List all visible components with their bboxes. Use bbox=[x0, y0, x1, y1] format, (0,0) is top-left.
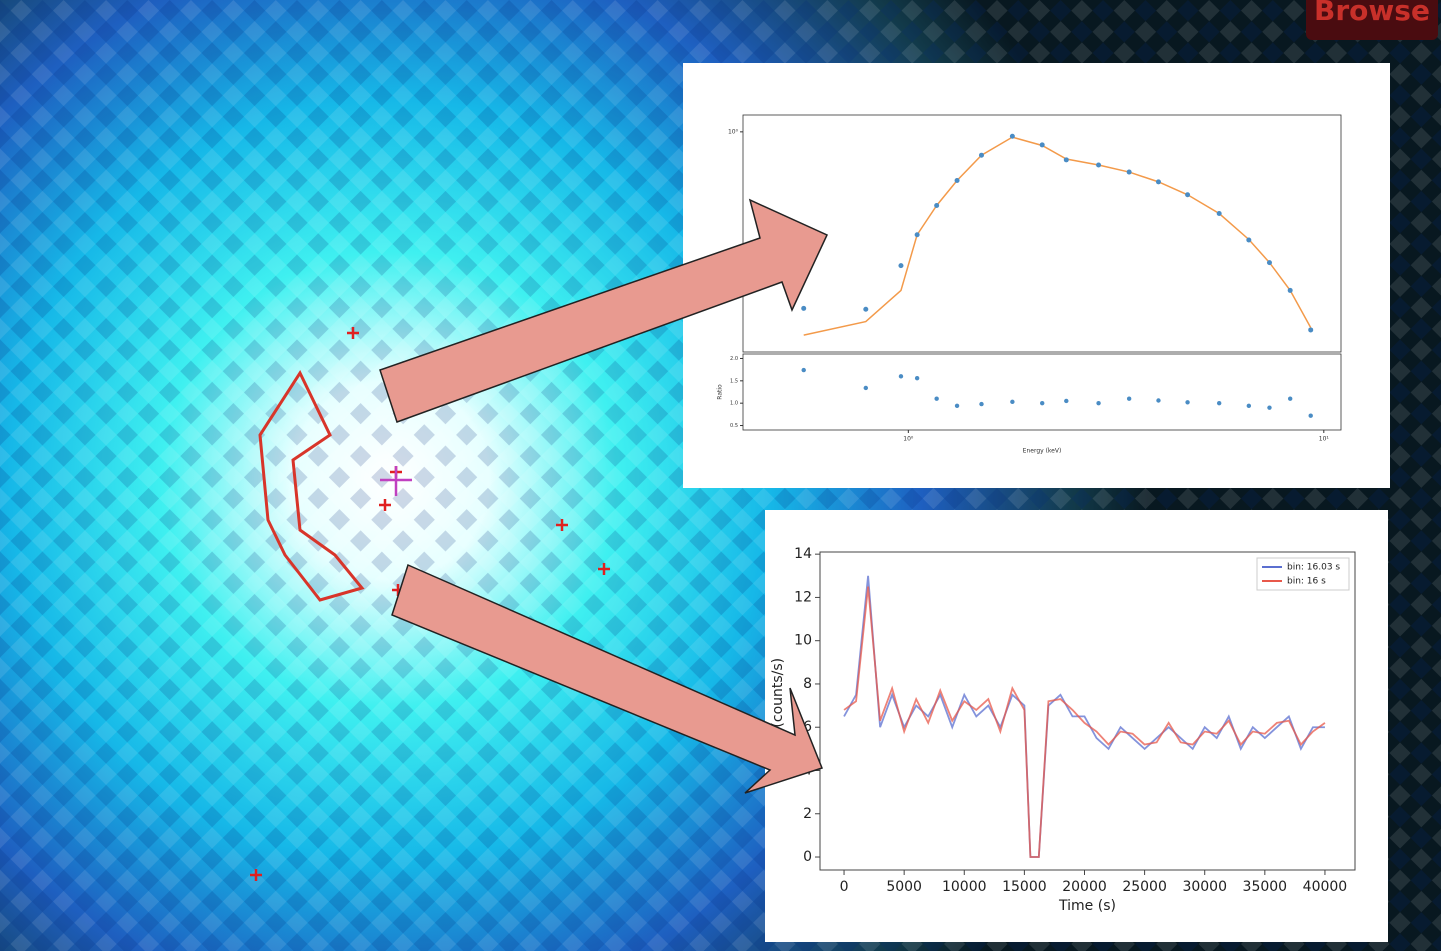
ratio-point bbox=[1040, 400, 1045, 406]
ratio-point bbox=[1287, 396, 1293, 401]
arrow-to-spectrum bbox=[379, 198, 828, 423]
data-point bbox=[1096, 162, 1102, 168]
data-point bbox=[914, 232, 920, 238]
ratio-point bbox=[1267, 405, 1272, 410]
data-point bbox=[898, 263, 904, 269]
legend-box bbox=[1256, 557, 1350, 591]
ratio-point bbox=[1246, 403, 1252, 409]
arrow-to-lightcurve bbox=[391, 563, 823, 794]
legend-label: bin: 16 s bbox=[1287, 577, 1326, 587]
x-tick-label: 10000 bbox=[942, 879, 987, 895]
ratio-point bbox=[979, 401, 984, 407]
ratio-point bbox=[1096, 400, 1101, 406]
x-tick-label: 5000 bbox=[886, 879, 922, 895]
data-point bbox=[1246, 237, 1252, 243]
ratio-point bbox=[1156, 398, 1161, 403]
x-axis-label: Energy (keV) bbox=[1023, 448, 1062, 455]
x-tick-label: 40000 bbox=[1303, 879, 1348, 895]
ratio-tick-label: 1.0 bbox=[730, 401, 738, 407]
ratio-point bbox=[954, 403, 960, 409]
data-point bbox=[1266, 260, 1272, 266]
data-point bbox=[954, 178, 960, 184]
x-tick-label: 30000 bbox=[1182, 879, 1227, 895]
data-point bbox=[1185, 192, 1191, 198]
x-tick-label: 25000 bbox=[1122, 879, 1167, 895]
y-tick-label: 10 bbox=[794, 633, 812, 649]
x-tick-label: 15000 bbox=[1002, 879, 1047, 895]
y-tick-label: 2 bbox=[803, 806, 812, 822]
data-point bbox=[863, 306, 869, 312]
plot-frame bbox=[742, 114, 1342, 353]
ratio-point bbox=[934, 396, 939, 401]
ratio-frame bbox=[742, 353, 1342, 431]
ratio-point bbox=[801, 367, 806, 373]
ratio-point bbox=[863, 385, 868, 391]
ratio-point bbox=[898, 374, 904, 379]
browse-button[interactable] bbox=[1306, 0, 1438, 40]
data-point bbox=[1287, 287, 1293, 293]
y-tick-label: 14 bbox=[794, 546, 812, 562]
ratio-point bbox=[1064, 398, 1069, 404]
ratio-tick-label: 1.5 bbox=[730, 378, 738, 384]
data-point bbox=[1063, 157, 1069, 163]
ratio-tick-label: 0.5 bbox=[730, 423, 738, 429]
data-point bbox=[1216, 211, 1222, 217]
x-tick-label: 10¹ bbox=[1319, 436, 1330, 443]
ratio-point bbox=[1308, 413, 1313, 418]
x-tick-label: 0 bbox=[840, 879, 849, 895]
x-tick-label: 10⁰ bbox=[903, 436, 914, 443]
data-point bbox=[1126, 169, 1132, 175]
data-point bbox=[1155, 179, 1161, 185]
data-point bbox=[978, 152, 984, 158]
series-line bbox=[843, 586, 1326, 858]
legend-label: bin: 16.03 s bbox=[1287, 563, 1340, 573]
ratio-point bbox=[1010, 399, 1015, 405]
plot-frame bbox=[819, 551, 1356, 871]
x-tick-label: 35000 bbox=[1243, 879, 1288, 895]
ratio-tick-label: 2.0 bbox=[730, 356, 738, 362]
y-tick-label: 0 bbox=[803, 849, 812, 865]
y-tick-label: 10⁰ bbox=[728, 128, 739, 135]
ratio-point bbox=[1216, 400, 1222, 406]
y-tick-label: 12 bbox=[794, 589, 812, 605]
y-tick-label: 8 bbox=[803, 676, 812, 692]
ratio-point bbox=[1126, 396, 1132, 401]
data-point bbox=[1039, 142, 1045, 148]
data-point bbox=[1308, 327, 1314, 333]
y-tick-label: 6 bbox=[803, 719, 812, 735]
data-point bbox=[1009, 133, 1015, 139]
data-point bbox=[801, 305, 807, 311]
browse-label[interactable]: Browse bbox=[1314, 0, 1430, 27]
ratio-point bbox=[914, 375, 920, 381]
x-axis-label: Time (s) bbox=[1058, 898, 1116, 914]
region-outline bbox=[258, 369, 365, 602]
data-point bbox=[934, 202, 940, 208]
center-marker bbox=[380, 466, 412, 496]
x-tick-label: 20000 bbox=[1062, 879, 1107, 895]
ratio-axis-label: Ratio bbox=[717, 384, 724, 400]
ratio-point bbox=[1185, 400, 1190, 405]
